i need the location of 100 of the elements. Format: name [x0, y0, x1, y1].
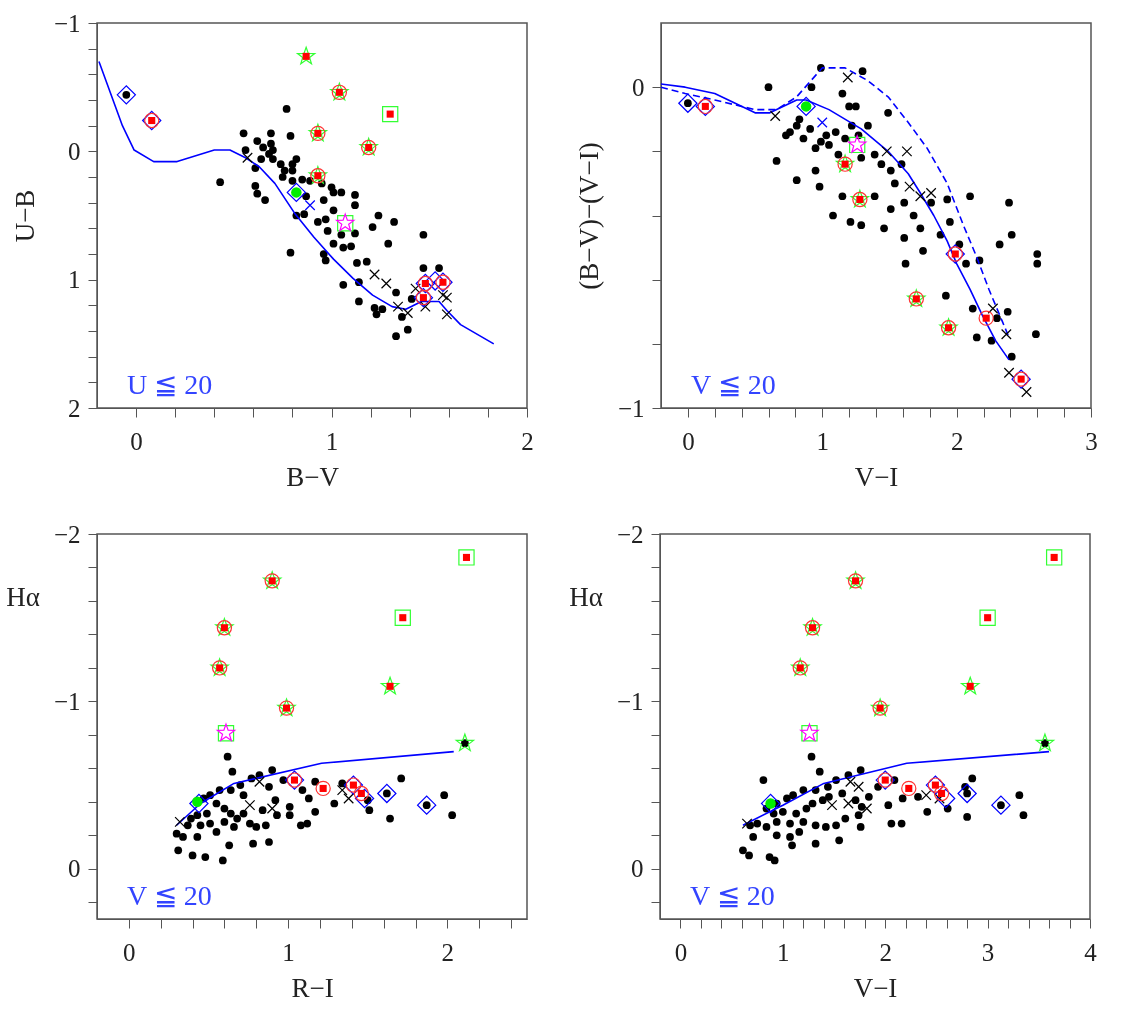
point: [853, 781, 864, 793]
point: [925, 187, 937, 199]
annotation: V ≦ 20: [691, 369, 776, 400]
x-tick-label: 0: [123, 938, 136, 966]
y-tick-label: −1: [53, 9, 81, 37]
x-tick-label: 1: [282, 938, 295, 966]
point: [410, 283, 421, 294]
x-tick-label: 2: [950, 427, 964, 455]
point: [979, 609, 996, 626]
point: [816, 117, 828, 128]
point: [901, 145, 913, 157]
point: [441, 308, 453, 320]
point: [826, 799, 838, 811]
point: [380, 676, 400, 695]
point: [796, 96, 816, 117]
point: [304, 199, 316, 211]
point: [1001, 328, 1012, 340]
x-tick-label: 2: [879, 938, 892, 966]
point: [174, 816, 186, 828]
point: [991, 795, 1011, 815]
y-tick-label: −1: [617, 394, 645, 422]
y-tick-label: −1: [53, 687, 81, 715]
x-tick-label: 1: [325, 427, 339, 455]
x-tick-label: 4: [1084, 938, 1098, 966]
x-tick-label: 0: [682, 427, 695, 455]
point: [1003, 367, 1015, 379]
point: [425, 271, 445, 291]
point: [377, 783, 397, 804]
point: [343, 793, 354, 804]
point: [935, 788, 956, 809]
point: [455, 733, 475, 752]
y-tick-label: 1: [68, 266, 81, 294]
point: [678, 93, 698, 113]
y-tick-label: 0: [68, 137, 81, 165]
point: [741, 818, 753, 829]
y-axis-title: Hα: [6, 581, 40, 612]
point: [458, 549, 475, 566]
point: [957, 783, 977, 804]
point: [244, 799, 256, 811]
y-tick-label: 0: [632, 73, 645, 101]
point: [933, 785, 950, 802]
point: [353, 785, 370, 802]
y-axis-title: Hα: [569, 581, 603, 612]
annotation: V ≦ 20: [127, 880, 212, 911]
y-tick-label: 0: [631, 855, 644, 883]
point: [354, 788, 375, 809]
point: [382, 105, 399, 123]
x-tick-label: 1: [816, 427, 829, 455]
point: [760, 793, 781, 814]
annotation: U ≦ 20: [127, 369, 213, 400]
point: [416, 795, 437, 815]
x-tick-label: 2: [441, 938, 455, 966]
point: [437, 289, 449, 301]
point: [987, 303, 999, 314]
annotation: V ≦ 20: [690, 880, 775, 911]
point: [920, 789, 932, 801]
point: [394, 609, 411, 626]
point: [960, 676, 980, 695]
point: [842, 72, 854, 83]
y-tick-label: 2: [68, 394, 81, 422]
y-tick-label: −2: [616, 520, 644, 548]
x-tick-label: 0: [130, 427, 143, 455]
y-axis-title: U−B: [9, 189, 40, 243]
point: [915, 190, 926, 202]
point: [380, 278, 392, 289]
y-tick-label: −2: [53, 520, 81, 548]
point: [266, 803, 278, 814]
point: [845, 776, 856, 788]
point: [189, 793, 209, 814]
point: [843, 798, 854, 809]
point: [286, 182, 307, 203]
point: [881, 145, 893, 157]
x-axis-title: R−I: [291, 972, 334, 1003]
x-tick-label: 2: [521, 427, 534, 455]
y-tick-label: −1: [616, 687, 644, 715]
x-tick-label: 3: [1085, 427, 1098, 455]
x-tick-label: 1: [777, 938, 790, 966]
point: [1045, 549, 1063, 566]
point: [116, 85, 136, 105]
point: [392, 301, 404, 312]
point: [242, 152, 253, 164]
point: [978, 310, 994, 326]
x-axis-title: V−I: [854, 461, 899, 492]
point: [336, 784, 348, 796]
point: [901, 780, 917, 797]
point: [769, 110, 781, 122]
point: [861, 803, 873, 814]
x-tick-label: 0: [674, 938, 688, 966]
x-tick-label: 3: [981, 938, 995, 966]
point: [402, 307, 414, 319]
x-axis-title: B−V: [286, 461, 340, 492]
point: [296, 46, 316, 65]
point: [420, 301, 431, 312]
x-axis-title: V−I: [853, 972, 898, 1003]
y-tick-label: 0: [68, 855, 81, 883]
point: [904, 181, 915, 192]
point: [315, 780, 331, 797]
point: [369, 269, 380, 280]
point: [441, 292, 453, 303]
point: [254, 776, 265, 788]
